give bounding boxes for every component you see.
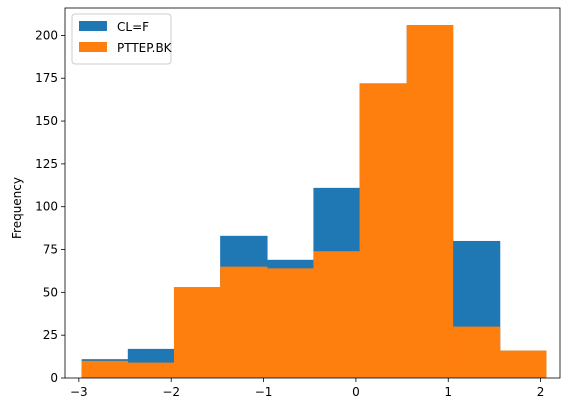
y-tick-label: 200 (35, 28, 58, 42)
y-tick-label: 175 (35, 71, 58, 85)
bar-pttep-bk-bin-3 (220, 266, 268, 378)
bar-pttep-bk-bin-1 (127, 362, 175, 378)
legend-swatch-pttep-bk (79, 42, 107, 52)
x-tick-label: −1 (255, 385, 273, 399)
bar-pttep-bk-bin-6 (359, 83, 407, 379)
legend-label-cl-f: CL=F (117, 20, 149, 34)
bars-layer (81, 25, 547, 379)
y-tick-label: 25 (43, 328, 58, 342)
x-tick-label: 0 (352, 385, 360, 399)
y-tick-label: 150 (35, 114, 58, 128)
legend-swatch-cl-f (79, 21, 107, 31)
x-tick-label: −2 (162, 385, 180, 399)
y-tick-label: 125 (35, 157, 58, 171)
bar-pttep-bk-bin-2 (173, 287, 221, 378)
x-tick-label: 1 (444, 385, 452, 399)
bar-pttep-bk-bin-7 (406, 25, 454, 378)
x-tick-label: 2 (537, 385, 545, 399)
plot-frame (64, 7, 561, 379)
bar-pttep-bk-bin-0 (81, 360, 129, 378)
y-tick-label: 75 (43, 243, 58, 257)
x-tick-label: −3 (70, 385, 88, 399)
legend-label-pttep-bk: PTTEP.BK (117, 41, 173, 55)
y-tick-label: 0 (50, 371, 58, 385)
bar-pttep-bk-bin-4 (267, 268, 314, 378)
y-tick-label: 100 (35, 200, 58, 214)
axes-layer: −3 −2 −1 0 1 2 0 25 50 75 100 125 150 175 200 (35, 7, 561, 399)
bar-pttep-bk-bin-8 (452, 326, 501, 378)
legend: CL=F PTTEP.BK (71, 13, 173, 65)
y-tick-label: 50 (43, 285, 58, 299)
bar-pttep-bk-bin-5 (313, 251, 360, 378)
bar-pttep-bk-bin-9 (499, 350, 547, 378)
y-axis-label: Frequency (10, 177, 24, 239)
